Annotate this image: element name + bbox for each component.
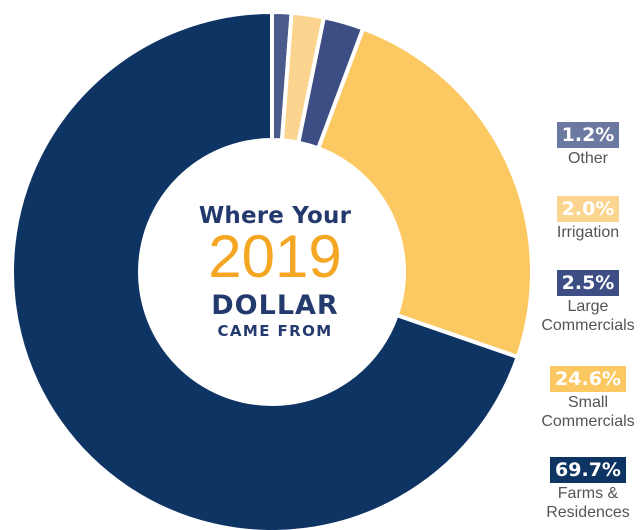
center-title-line1: Where Your <box>198 203 352 229</box>
donut-slice-small-commercials <box>315 25 532 360</box>
legend-item-other: 1.2% Other <box>532 122 644 168</box>
legend-item-farms-residences: 69.7% Farms & Residences <box>532 457 644 522</box>
legend-label-small-commercials-2: Commercials <box>541 413 635 430</box>
legend-label-farms-residences-1: Farms & <box>557 485 619 502</box>
legend-item-small-commercials: 24.6% Small Commercials <box>532 366 644 431</box>
legend-label-other: Other <box>567 150 608 167</box>
legend-item-large-commercials: 2.5% Large Commercials <box>532 270 644 335</box>
donut-slice-farms-residences <box>10 9 521 530</box>
legend-badge-other: 1.2% <box>556 122 620 148</box>
legend-label-large-commercials-1: Large <box>567 298 609 315</box>
legend-badge-irrigation: 2.0% <box>556 196 620 222</box>
legend-item-irrigation: 2.0% Irrigation <box>532 196 644 242</box>
legend-label-farms-residences-2: Residences <box>546 504 630 521</box>
legend-label-irrigation: Irrigation <box>556 224 620 241</box>
legend-badge-small-commercials: 24.6% <box>550 366 626 392</box>
center-title-line4: CAME FROM <box>217 322 333 340</box>
legend-badge-large-commercials: 2.5% <box>556 270 620 296</box>
center-title-year: 2019 <box>208 223 342 290</box>
donut-chart <box>10 9 532 530</box>
center-title-line3: DOLLAR <box>211 290 339 321</box>
legend-badge-farms-residences: 69.7% <box>550 457 626 483</box>
legend-label-large-commercials-2: Commercials <box>541 317 635 334</box>
legend-label-small-commercials-1: Small <box>567 394 608 411</box>
